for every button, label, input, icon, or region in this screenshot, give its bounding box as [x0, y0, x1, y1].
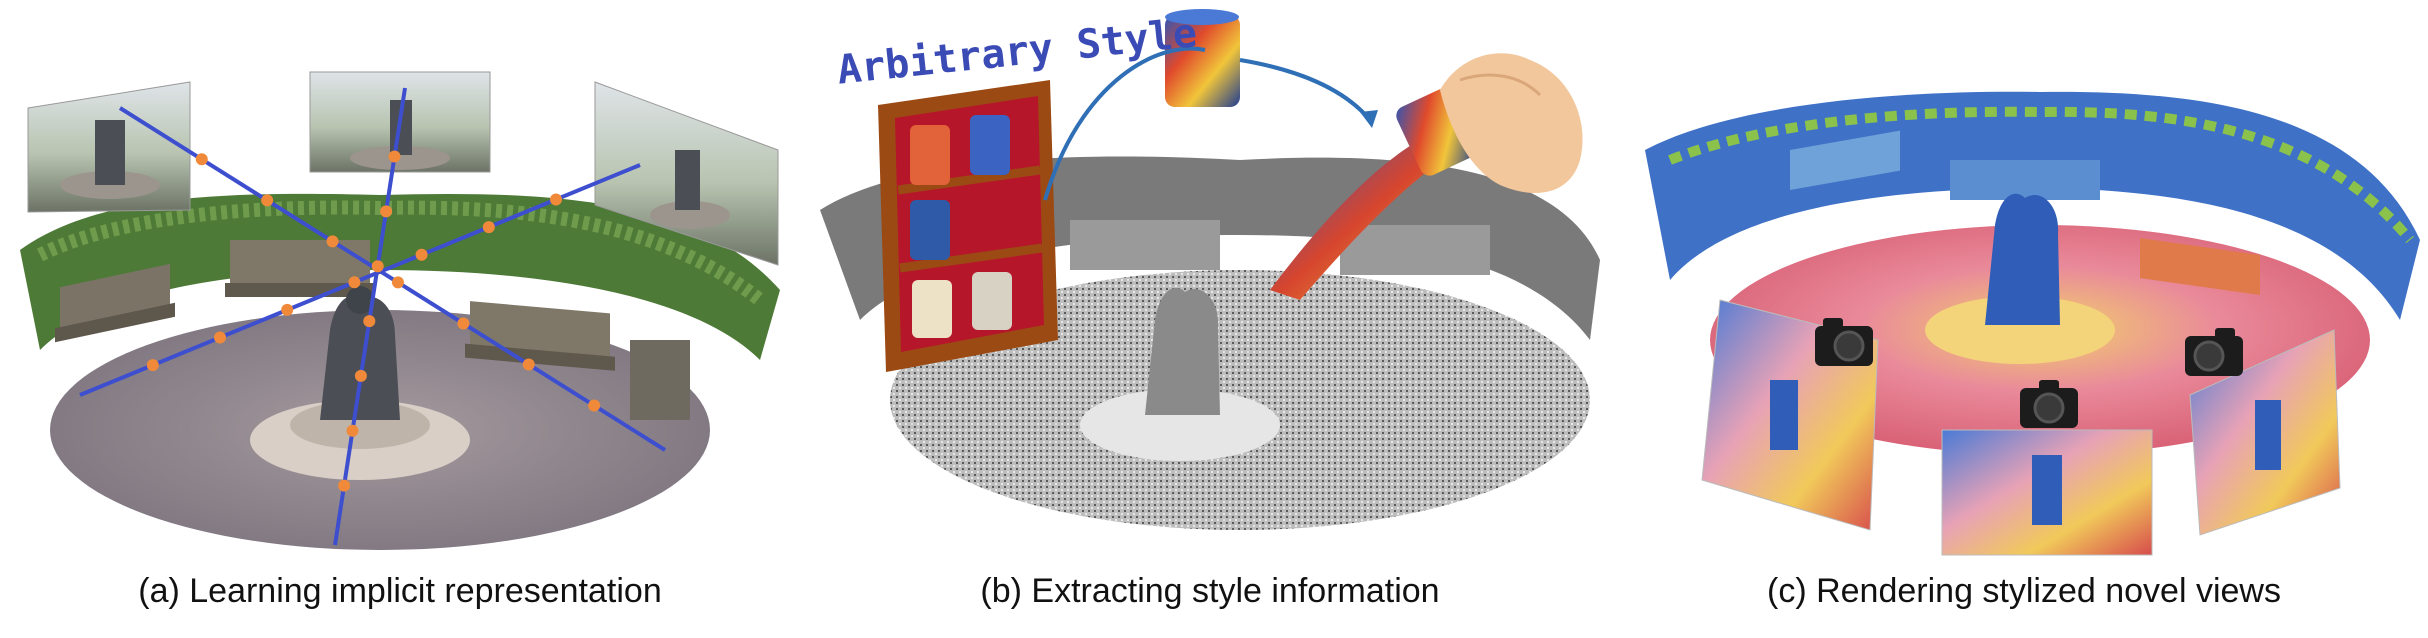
camera-ray — [118, 106, 667, 452]
bench-right — [465, 301, 615, 371]
sample-point — [363, 315, 376, 328]
input-photo-right — [594, 81, 779, 266]
sample-point — [482, 221, 495, 234]
implicit-representation-illustration — [20, 71, 780, 550]
grayscale-statue-base — [1080, 389, 1280, 461]
rendered-view-right — [2189, 329, 2341, 536]
panel-a: (a) Learning implicit representation — [0, 0, 800, 638]
sample-point — [388, 150, 401, 163]
sample-point — [457, 317, 470, 330]
style-pour-stream — [1270, 130, 1460, 300]
sample-point — [380, 205, 393, 218]
sample-point — [326, 235, 339, 248]
input-photo-left — [27, 81, 191, 213]
camera-ray — [79, 163, 641, 397]
sample-point — [371, 260, 384, 273]
caption-panel-c: (c) Rendering stylized novel views — [1767, 572, 2281, 610]
sample-point — [338, 479, 351, 492]
bench-left — [55, 263, 175, 343]
style-extraction-illustration — [820, 9, 1600, 530]
bench-far-right — [630, 340, 690, 420]
sample-point — [588, 399, 601, 412]
bookshelf-icon — [878, 80, 1058, 372]
panel-b: Arbitrary Style (b) Extracting style inf… — [800, 0, 1620, 638]
rendered-view-center — [1941, 429, 2153, 556]
stylized-views-illustration — [1645, 91, 2420, 556]
ray-sample-points — [146, 150, 601, 492]
stylized-statue-base — [1925, 296, 2115, 364]
statue — [320, 296, 400, 420]
caption-panel-a: (a) Learning implicit representation — [138, 572, 662, 610]
bench-center — [225, 240, 375, 297]
grayscale-bench — [1070, 220, 1220, 270]
sample-point — [354, 369, 367, 382]
sample-point — [281, 303, 294, 316]
panel-c: (c) Rendering stylized novel views — [1620, 0, 2428, 638]
sample-point — [522, 358, 535, 371]
stylized-statue — [1985, 193, 2060, 325]
camera-icon — [2020, 380, 2078, 428]
style-canister-icon — [1165, 9, 1240, 107]
sample-point — [146, 359, 159, 372]
sample-point — [348, 276, 361, 289]
arrow-icon — [1043, 46, 1378, 201]
hedge — [20, 193, 780, 360]
camera-icon — [2185, 328, 2243, 376]
sample-point — [391, 276, 404, 289]
grayscale-statue — [1145, 287, 1220, 415]
sample-point — [195, 153, 208, 166]
camera-icon — [1815, 318, 1873, 366]
sample-point — [261, 194, 274, 207]
hand-icon — [1396, 53, 1583, 193]
sample-point — [346, 424, 359, 437]
caption-panel-b: (b) Extracting style information — [980, 572, 1440, 610]
sample-point — [214, 331, 226, 344]
sample-point — [415, 248, 428, 261]
sample-point — [550, 193, 562, 206]
